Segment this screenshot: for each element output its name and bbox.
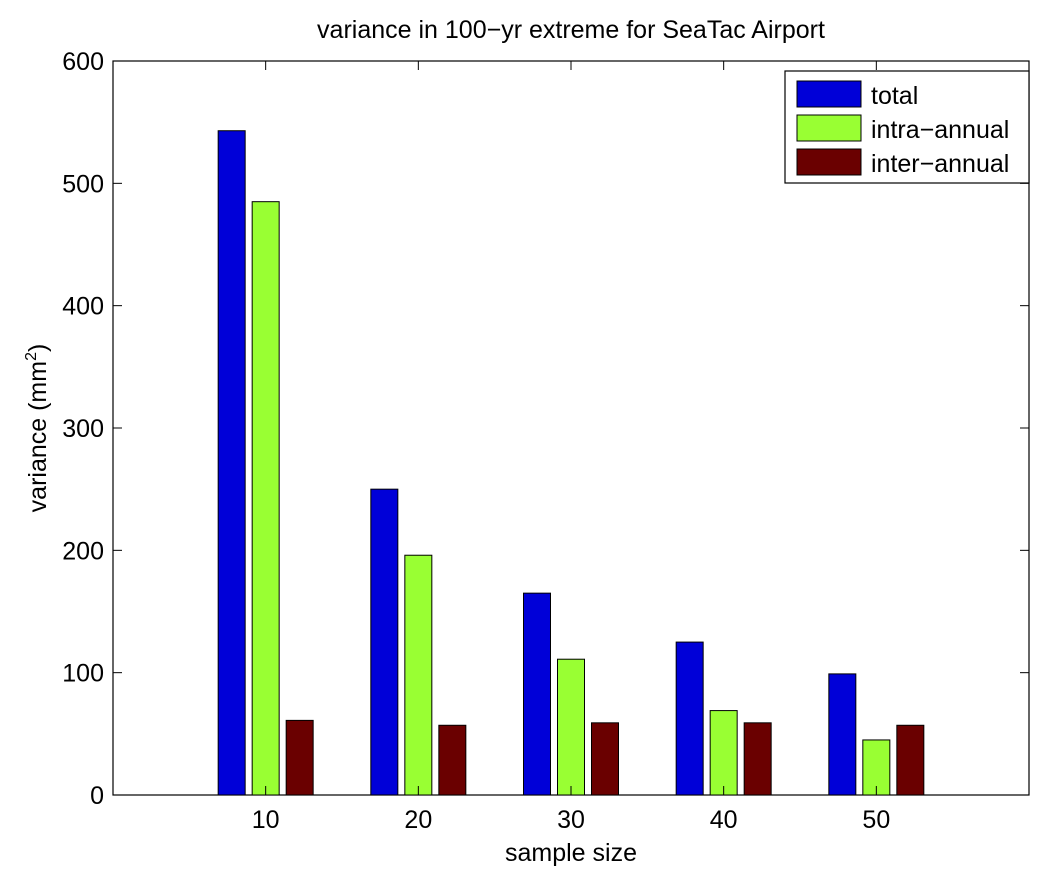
x-tick-label: 20: [404, 806, 432, 834]
bar-inter-annual-50: [896, 724, 925, 796]
bar-inter-annual-20: [438, 724, 467, 796]
y-tick-label: 200: [62, 537, 104, 565]
legend-label: intra−annual: [871, 116, 1009, 144]
y-axis: 0 100 200 300 400 500 600: [62, 48, 1029, 810]
legend-label: total: [871, 82, 918, 110]
bar-total-40: [675, 641, 704, 796]
x-axis: 10 20 30 40 50: [252, 61, 890, 834]
y-axis-label-main: variance (mm: [24, 361, 52, 512]
bar-total-50: [828, 673, 857, 796]
legend-swatch: [796, 114, 862, 142]
legend: total intra−annual inter−annual: [784, 70, 1030, 184]
y-tick-label: 100: [62, 660, 104, 688]
x-tick-label: 10: [252, 806, 280, 834]
y-tick-label: 600: [62, 48, 104, 76]
x-axis-label: sample size: [505, 839, 637, 867]
bar-total-30: [523, 592, 551, 796]
bar-inter-annual-40: [743, 722, 772, 796]
bar-intra-annual-30: [557, 658, 585, 796]
y-axis-label-superscript: 2: [23, 352, 40, 361]
bar-inter-annual-10: [285, 719, 314, 796]
bar-inter-annual-30: [591, 722, 619, 796]
legend-swatch: [796, 148, 862, 176]
legend-swatch: [796, 80, 862, 108]
chart-title: variance in 100−yr extreme for SeaTac Ai…: [317, 16, 825, 44]
y-tick-label: 400: [62, 293, 104, 321]
legend-label: inter−annual: [871, 150, 1009, 178]
x-tick-label: 30: [557, 806, 585, 834]
x-tick-label: 40: [710, 806, 738, 834]
bars-group: [217, 130, 925, 796]
bar-total-10: [217, 130, 246, 796]
y-tick-label: 500: [62, 170, 104, 198]
y-axis-label: variance (mm2): [23, 344, 52, 513]
bar-intra-annual-40: [709, 710, 738, 796]
y-axis-label-suffix: ): [24, 344, 52, 352]
bar-total-20: [370, 488, 399, 796]
y-tick-label: 0: [90, 782, 104, 810]
y-tick-label: 300: [62, 415, 104, 443]
bar-intra-annual-20: [404, 554, 433, 796]
bar-intra-annual-10: [251, 201, 280, 796]
x-tick-label: 50: [862, 806, 890, 834]
